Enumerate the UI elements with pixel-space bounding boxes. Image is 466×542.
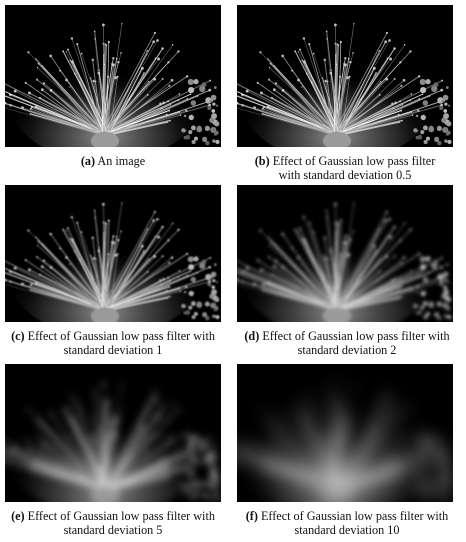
caption-text-line2: standard deviation 1 [63,343,163,357]
caption-b: (b) Effect of Gaussian low pass filter w… [237,154,453,182]
flower-image-c [5,185,221,322]
caption-letter: (f) [245,509,258,523]
caption-letter: (d) [244,329,260,343]
caption-text-line2: standard deviation 10 [294,523,400,537]
flower-image-b [237,5,453,147]
caption-letter: (c) [11,329,25,343]
flower-image-a [5,5,221,147]
caption-text-line2: standard deviation 2 [297,343,397,357]
caption-text-line1: Effect of Gaussian low pass filter [272,154,436,168]
flower-image-e [5,364,221,502]
caption-letter: (e) [11,509,25,523]
caption-text-line1: Effect of Gaussian low pass filter with [27,509,215,523]
caption-text-line1: Effect of Gaussian low pass filter with [260,509,449,523]
caption-text-line1: Effect of Gaussian low pass filter with [262,329,450,343]
caption-e: (e) Effect of Gaussian low pass filter w… [0,509,226,537]
flower-image-f [237,364,453,502]
caption-d: (d) Effect of Gaussian low pass filter w… [232,329,462,357]
caption-f: (f) Effect of Gaussian low pass filter w… [232,509,462,537]
flower-image-d [237,185,453,322]
caption-text-line1: Effect of Gaussian low pass filter with [27,329,215,343]
caption-letter: (a) [80,154,96,168]
caption-text-line1: An image [97,154,146,168]
caption-text-line2: with standard deviation 0.5 [278,168,412,182]
caption-a: (a) An image [5,154,221,168]
caption-letter: (b) [254,154,270,168]
caption-text-line2: standard deviation 5 [63,523,163,537]
caption-c: (c) Effect of Gaussian low pass filter w… [0,329,226,357]
